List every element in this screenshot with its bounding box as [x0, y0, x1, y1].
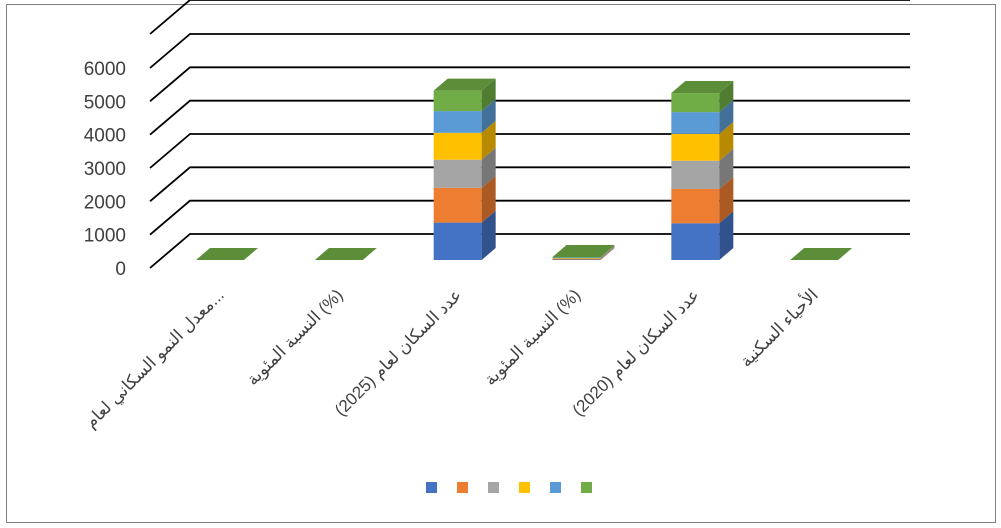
gridline [149, 166, 910, 203]
gridline [149, 199, 910, 236]
y-tick-label: 5000 [84, 92, 126, 113]
bar-segment [671, 211, 734, 260]
bar-segment [671, 121, 734, 161]
bar-segment [552, 245, 615, 258]
legend [426, 482, 592, 493]
bar-top [196, 248, 258, 260]
x-axis-labels: معدل النمو السكاني لعام...النسبة المئوية… [81, 285, 822, 433]
chart-area [6, 4, 996, 523]
gridline [149, 233, 910, 269]
legend-swatch [457, 482, 468, 493]
gridline [149, 133, 910, 169]
x-tick-label: عدد السكان لعام (2025) [331, 285, 466, 420]
gridline [149, 66, 910, 103]
gridline [149, 0, 910, 35]
bar-segment [433, 120, 496, 160]
y-tick-label: 0 [115, 259, 126, 280]
gridline [149, 99, 910, 136]
bar-top [433, 78, 496, 91]
legend-swatch [519, 482, 530, 493]
x-tick-label: الأحياء السكنية [736, 285, 822, 371]
bar-segment [433, 175, 496, 223]
bar-segment [671, 176, 734, 224]
bar-segment [433, 147, 496, 188]
bar-segment [671, 81, 734, 113]
legend-swatch [581, 482, 592, 493]
y-axis-ticks: 0 1000 2000 3000 4000 5000 6000 [84, 59, 126, 280]
y-tick-label: 4000 [84, 126, 126, 147]
bar-segment [552, 246, 615, 259]
bar-segment [552, 245, 615, 258]
bars [196, 78, 853, 260]
legend-swatch [550, 482, 561, 493]
bar-top [314, 248, 377, 260]
x-tick-label: معدل النمو السكاني لعام... [81, 285, 228, 432]
y-tick-label: 2000 [84, 192, 126, 213]
x-tick-label: النسبة المئوية (%) [481, 285, 586, 390]
x-tick-label: النسبة المئوية (%) [243, 285, 348, 390]
gridline [149, 33, 910, 69]
bar-segment [671, 100, 734, 134]
legend-swatch [426, 482, 437, 493]
bar-segment [433, 78, 496, 112]
bar-top [671, 81, 734, 94]
bar-segment [433, 99, 496, 133]
bar-segment [671, 148, 734, 189]
bar-top [790, 248, 853, 260]
gridlines [149, 0, 910, 269]
bar-segment [433, 210, 496, 260]
x-tick-label: عدد السكان لعام (2020) [569, 285, 704, 420]
y-tick-label: 6000 [84, 59, 126, 80]
y-tick-label: 1000 [84, 226, 126, 247]
y-tick-label: 3000 [84, 159, 126, 180]
bar-segment [552, 247, 615, 260]
bar-top [552, 245, 615, 257]
bar-segment [552, 246, 615, 259]
bar-segment [552, 247, 615, 260]
legend-swatch [488, 482, 499, 493]
